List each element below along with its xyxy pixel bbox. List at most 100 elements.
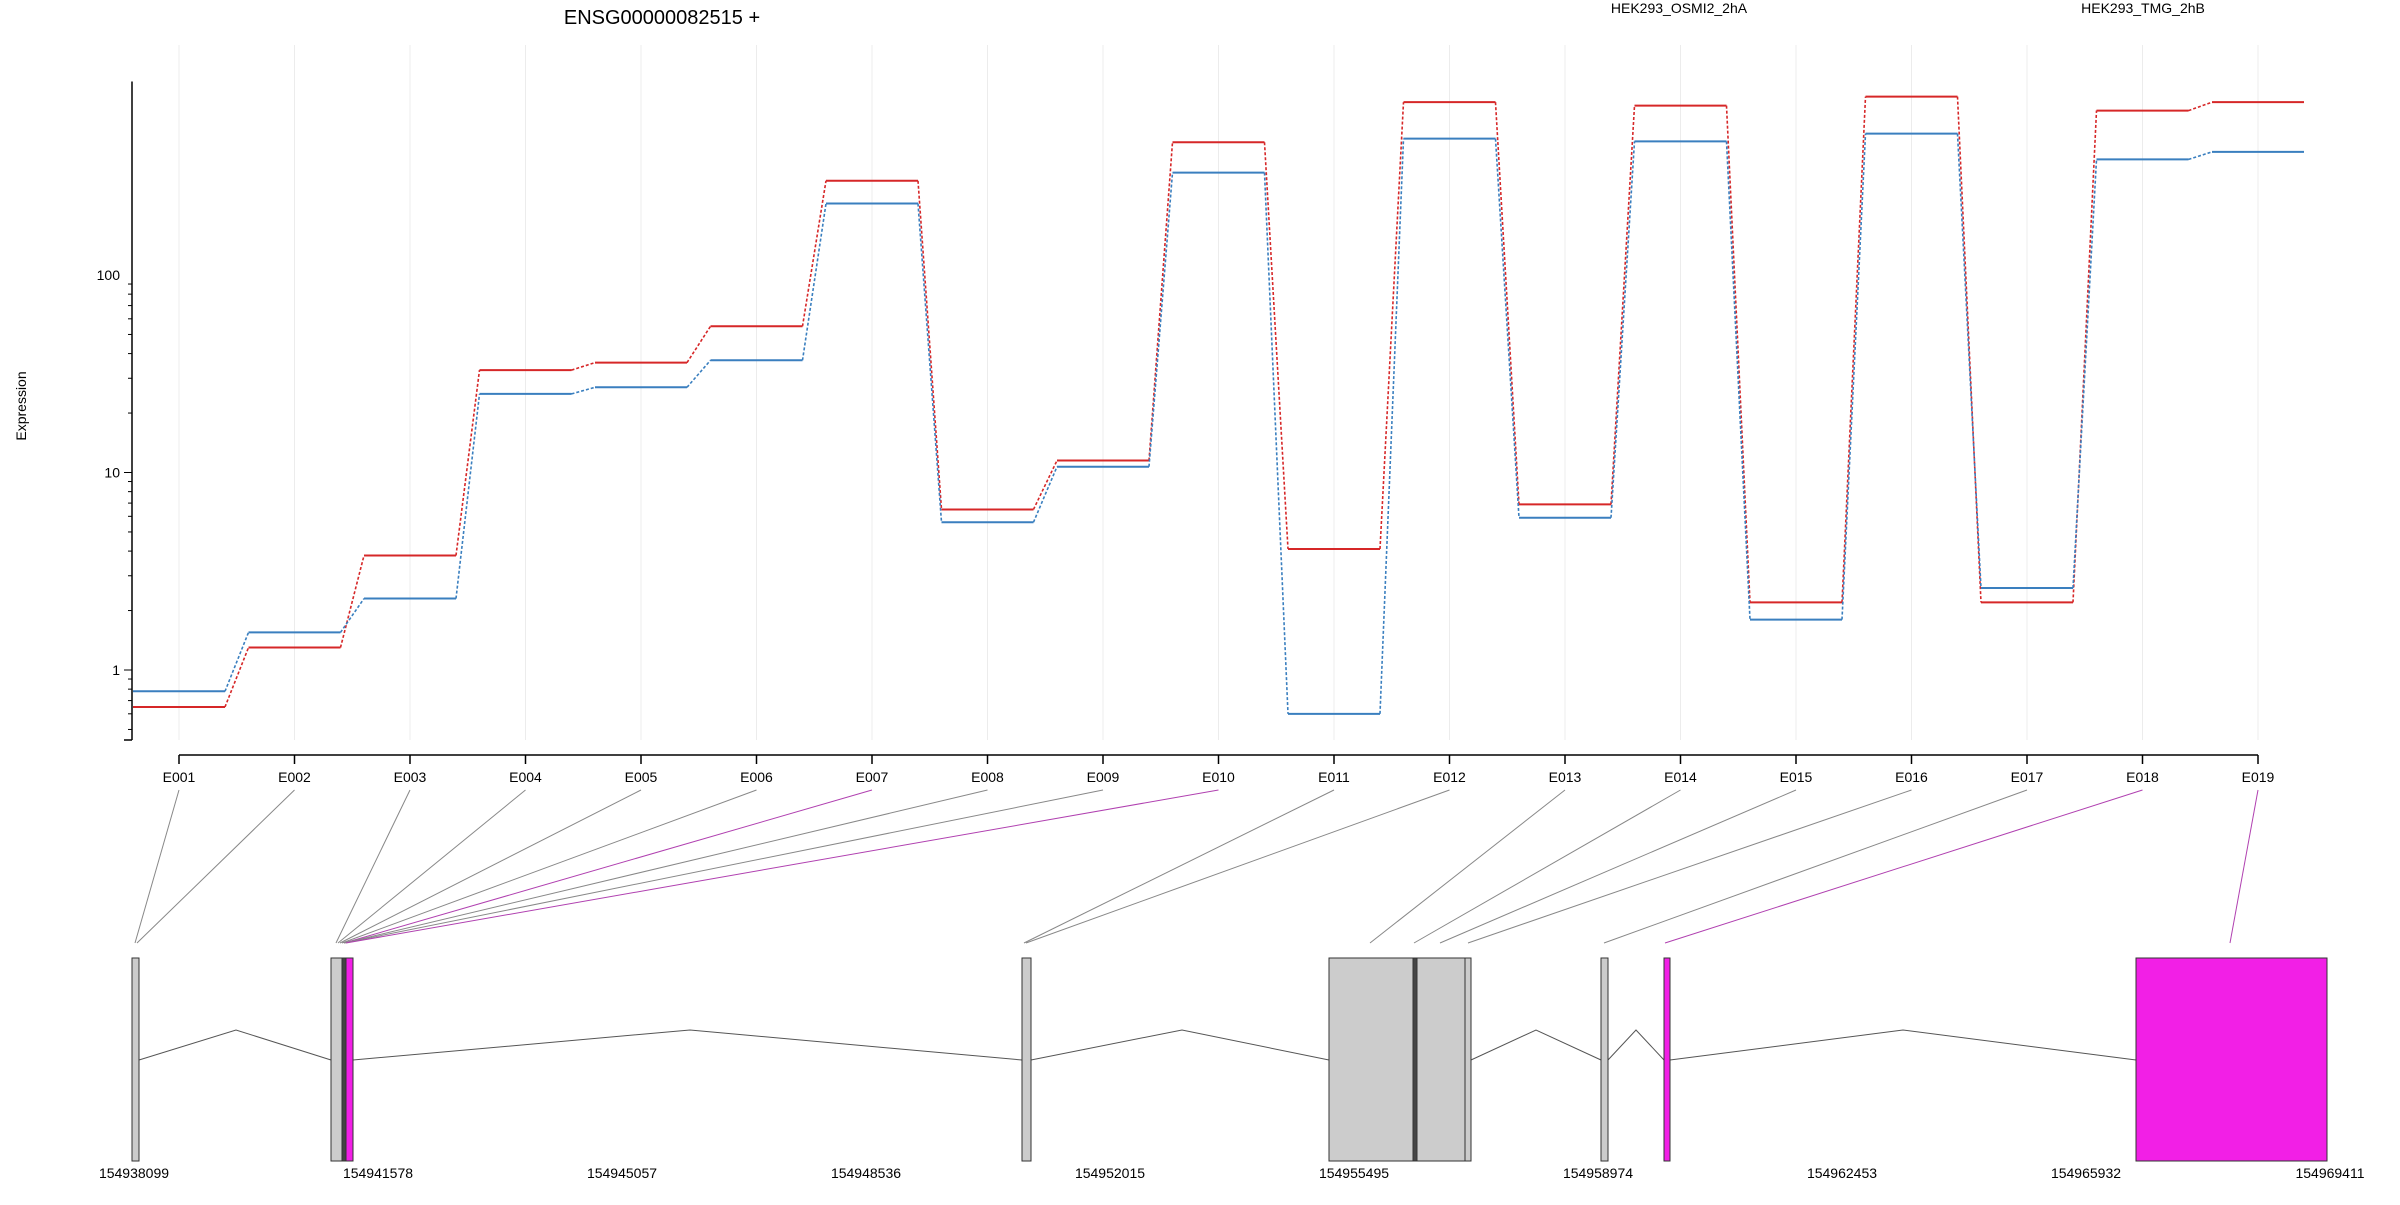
coord-label: 154952015 (1075, 1165, 1145, 1181)
exon-box (1663, 957, 1671, 1162)
exon-box (1600, 957, 1609, 1162)
series-connector (2072, 110, 2098, 603)
link-e003 (335, 789, 411, 944)
link-e016 (1467, 789, 1912, 944)
legend-osmi: HEK293_OSMI2_2hA (1611, 0, 1748, 16)
series-connector (1263, 142, 1289, 550)
series-connector (339, 598, 365, 633)
link-e012 (1025, 789, 1450, 944)
x-tick-label-e016: E016 (1895, 769, 1928, 785)
link-e008 (343, 789, 988, 944)
exon-box (1412, 957, 1418, 1162)
series-connector (339, 555, 365, 648)
x-tick-label-e005: E005 (625, 769, 658, 785)
coord-label: 154955495 (1319, 1165, 1389, 1181)
series-connector (455, 369, 481, 556)
intron (1470, 1029, 1602, 1061)
series-connector (1148, 142, 1174, 461)
series-connector (1610, 105, 1636, 505)
intron (1030, 1029, 1330, 1061)
series-connector (1379, 138, 1405, 714)
series-connector (1032, 460, 1058, 510)
coord-label: 154965932 (2051, 1165, 2121, 1181)
series-connector (1725, 141, 1751, 620)
x-tick-label-e019: E019 (2242, 769, 2275, 785)
series-connector (1263, 172, 1289, 714)
series-connector (801, 203, 827, 361)
series-connector (1956, 133, 1982, 589)
link-e019 (2229, 789, 2259, 944)
exon-box (345, 957, 354, 1162)
link-e007 (343, 789, 873, 944)
series-connector (686, 359, 712, 388)
series-connector (801, 180, 827, 327)
link-e015 (1439, 789, 1797, 944)
x-tick-label-e006: E006 (740, 769, 773, 785)
x-tick-label-e009: E009 (1087, 769, 1120, 785)
link-e010 (345, 789, 1219, 944)
chart-title: ENSG00000082515 + (564, 7, 760, 29)
x-tick-label-e012: E012 (1433, 769, 1466, 785)
exon-box (2135, 957, 2328, 1162)
series-connector (917, 203, 943, 523)
series-connector (1379, 102, 1405, 550)
coord-label: 154941578 (343, 1165, 413, 1181)
series-connector (1956, 96, 1982, 603)
intron (352, 1029, 1023, 1061)
link-e006 (341, 789, 757, 944)
intron (1607, 1029, 1665, 1061)
link-e004 (337, 789, 526, 944)
x-tick-label-e018: E018 (2126, 769, 2159, 785)
series-connector (1725, 105, 1751, 603)
exon-box (131, 957, 140, 1162)
link-e014 (1413, 789, 1681, 944)
coord-label: 154948536 (831, 1165, 901, 1181)
link-e013 (1369, 789, 1566, 944)
series-connector (2072, 159, 2098, 589)
link-e018 (1664, 789, 2143, 944)
series-connector (2188, 101, 2213, 112)
link-e002 (136, 789, 295, 944)
x-tick-labels: E001 E002 E003 E004 E005 E006 E007 E008 E009 E010… (163, 769, 2275, 785)
series-connector (1610, 141, 1636, 518)
series-connector (1494, 102, 1520, 505)
grid (178, 45, 2259, 740)
series-connector (1148, 172, 1174, 467)
y-tick-label: 1 (112, 662, 120, 678)
series-connector (571, 386, 596, 395)
series-connector (1841, 133, 1867, 620)
x-tick-label-e008: E008 (971, 769, 1004, 785)
coordinate-labels: 154938099 154941578 154945057 154948536 1549… (99, 1165, 2365, 1181)
series-1 (133, 132, 2304, 715)
series-connector (224, 632, 250, 692)
coord-label: 154958974 (1563, 1165, 1633, 1181)
x-tick-label-e013: E013 (1549, 769, 1582, 785)
axes: 1 10 100 (97, 81, 2259, 764)
x-tick-label-e011: E011 (1318, 769, 1350, 785)
x-tick-label-e004: E004 (509, 769, 542, 785)
exon-box (1416, 957, 1466, 1162)
link-e005 (339, 789, 642, 944)
y-axis-label: Expression (13, 371, 29, 440)
intron (138, 1029, 332, 1061)
x-tick-label-e002: E002 (278, 769, 311, 785)
x-tick-label-e003: E003 (394, 769, 427, 785)
link-e009 (343, 789, 1104, 944)
exon-box (1464, 957, 1472, 1162)
gene-model (131, 957, 2328, 1162)
series-connector (686, 325, 712, 364)
series-connector (455, 393, 481, 599)
x-tick-label-e017: E017 (2011, 769, 2044, 785)
series-connector (1032, 466, 1058, 523)
series-0 (133, 95, 2304, 708)
x-tick-label-e014: E014 (1664, 769, 1697, 785)
series-connector (2188, 151, 2213, 161)
exon-box (341, 957, 347, 1162)
link-e011 (1023, 789, 1335, 944)
series-connector (917, 180, 943, 510)
x-tick-label-e001: E001 (163, 769, 196, 785)
exon-box (330, 957, 343, 1162)
series-connector (571, 361, 596, 371)
x-tick-label-e007: E007 (856, 769, 889, 785)
